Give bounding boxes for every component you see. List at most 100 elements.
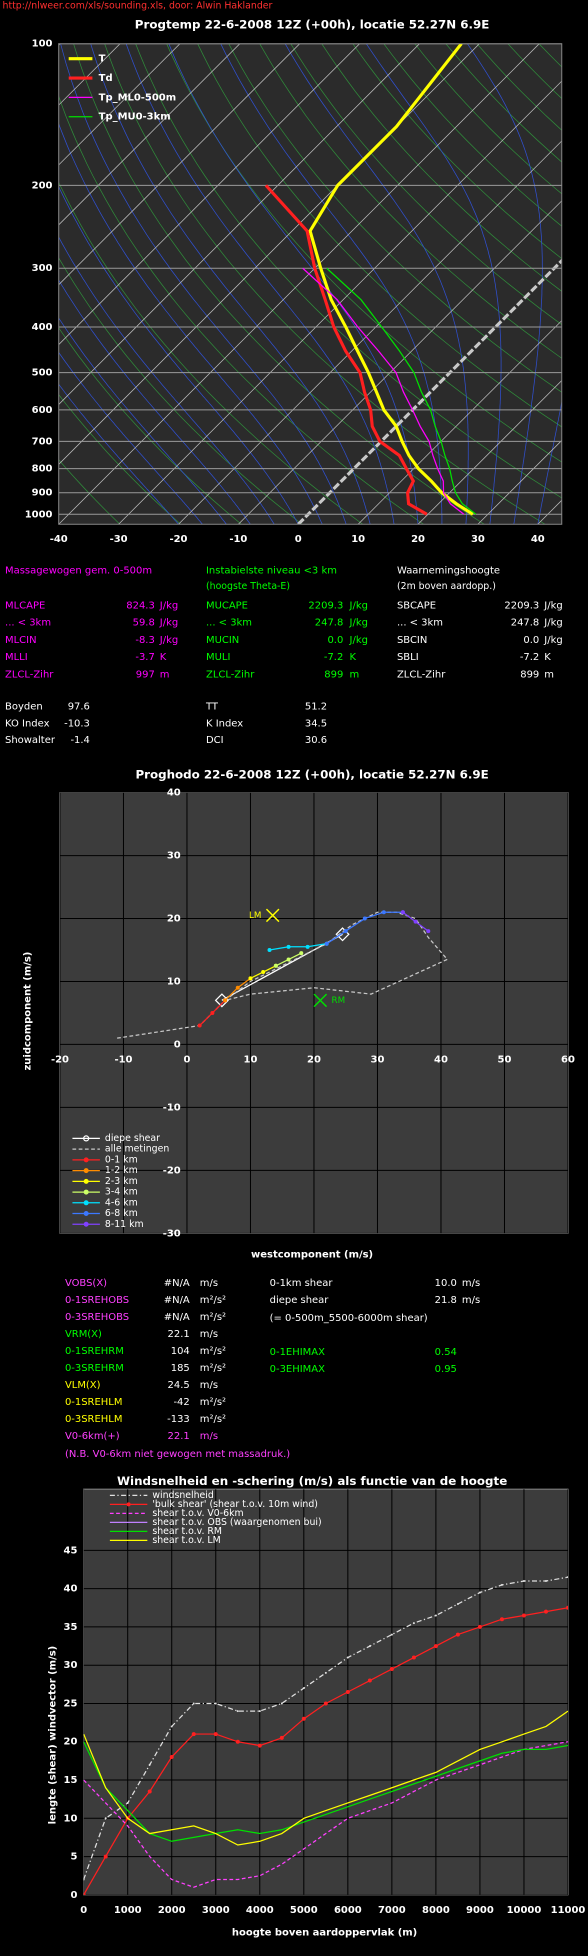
index-value: 30.6 (305, 735, 327, 746)
point-marker (346, 1656, 349, 1659)
ehi-label: 0-1EHIMAX (270, 1347, 325, 1358)
param-unit: J/kg (543, 635, 562, 646)
y-tick-label: -10 (163, 1102, 181, 1113)
plot-layer (83, 1489, 568, 1895)
param-label: MLLI (5, 652, 28, 663)
point-marker (323, 1701, 328, 1706)
x-tick-label: -40 (50, 534, 68, 545)
point-marker (400, 910, 405, 915)
y-axis-label: zuidcomponent (m/s) (22, 952, 33, 1071)
point-marker (362, 916, 367, 921)
param-unit: J/kg (349, 618, 368, 629)
param-unit: m²/s² (200, 1346, 226, 1357)
param-unit: m²/s² (200, 1295, 226, 1306)
moist-adiabat (467, 43, 543, 525)
legend-marker (83, 1178, 89, 1184)
point-marker (389, 1667, 394, 1672)
y-tick-label: 40 (64, 1584, 78, 1595)
param-value: -3.7 (135, 652, 154, 663)
diamond-marker (214, 993, 230, 1008)
point-marker (390, 1633, 393, 1636)
point-marker (286, 957, 291, 962)
param-label: VLM(X) (65, 1380, 101, 1391)
point-marker (83, 1892, 86, 1895)
point-marker (214, 1702, 217, 1705)
dry-adiabat (228, 43, 562, 393)
legend-marker (83, 1211, 89, 1217)
legend-label: 4-6 km (105, 1197, 138, 1208)
point-marker (543, 1609, 548, 1614)
storm-motion-marker (313, 993, 328, 1008)
legend-marker (83, 1168, 89, 1174)
x-tick-label: 40 (531, 534, 545, 545)
series-line (83, 1741, 568, 1842)
profile-line (264, 184, 428, 516)
profile-line (302, 267, 465, 515)
dry-adiabat (58, 181, 364, 525)
point-marker (258, 1710, 261, 1713)
param-unit: m (544, 669, 554, 680)
x-axis-label: hoogte boven aardoppervlak (m) (232, 1927, 417, 1938)
point-marker (147, 1789, 152, 1794)
legend-label: 8-11 km (105, 1219, 144, 1230)
x-tick-label: 20 (307, 1054, 321, 1065)
shear-unit: m/s (462, 1278, 480, 1289)
point-marker (433, 1644, 438, 1649)
point-marker (223, 998, 228, 1003)
x-tick-label: 0 (295, 534, 302, 545)
point-marker (478, 1591, 481, 1594)
dry-adiabat (290, 43, 562, 326)
legend-label: Td (99, 73, 113, 84)
moist-adiabat (58, 317, 227, 525)
index-value: -10.3 (64, 718, 90, 729)
isotherm (118, 80, 562, 525)
x-tick-label: 10 (244, 1054, 258, 1065)
legend-label: 1-2 km (105, 1165, 138, 1176)
dry-adiabat (73, 43, 485, 525)
hodograph-line (117, 911, 449, 1039)
x-tick-label: 10 (351, 534, 365, 545)
legend-label: shear t.o.v. OBS (waargenomen bui) (152, 1517, 321, 1528)
point-marker (368, 1645, 371, 1648)
param-label: ... < 3km (5, 618, 51, 629)
y-tick-label: 0 (174, 1039, 181, 1050)
param-unit: J/kg (543, 618, 562, 629)
param-label: 0-3SREHOBS (65, 1312, 129, 1323)
point-marker (499, 1617, 504, 1622)
index-label: KO Index (5, 718, 50, 729)
legend-label: alle metingen (105, 1144, 169, 1155)
point-marker (126, 1801, 129, 1804)
param-label: 0-1SREHOBS (65, 1295, 129, 1306)
legend-label: shear t.o.v. LM (152, 1535, 220, 1546)
x-tick-label: 9000 (466, 1905, 494, 1916)
isotherm (357, 320, 562, 525)
source-link[interactable]: http://nlweer.com/xls/sounding.xls, door… (3, 1, 273, 12)
param-unit: m (350, 669, 360, 680)
param-unit: K (160, 652, 167, 663)
isotherm (58, 43, 420, 406)
param-label: ... < 3km (397, 618, 443, 629)
y-tick-label: 400 (32, 322, 53, 333)
storm-motion-marker (265, 908, 280, 923)
ehi-value: 0.95 (435, 1364, 457, 1375)
point-marker (280, 1702, 283, 1705)
moist-adiabat (168, 43, 419, 525)
y-tick-label: 25 (64, 1698, 78, 1709)
isotherm (417, 380, 562, 525)
shear-value: 10.0 (435, 1278, 457, 1289)
hodograph-line (269, 943, 327, 951)
param-value: 2209.3 (504, 600, 539, 611)
param-label: MLCIN (5, 635, 37, 646)
legend-label: T (99, 54, 106, 65)
moist-adiabat (58, 351, 203, 525)
isotherm (58, 43, 181, 166)
point-marker (103, 1854, 108, 1859)
shear-label: diepe shear (270, 1295, 330, 1306)
param-unit: J/kg (159, 618, 178, 629)
y-tick-label: 100 (32, 39, 53, 50)
point-marker (343, 929, 348, 934)
param-label: ... < 3km (206, 618, 252, 629)
point-marker (197, 1023, 202, 1028)
section-subtitle: (2m boven aardopp.) (397, 581, 496, 592)
dry-adiabat (476, 43, 562, 131)
